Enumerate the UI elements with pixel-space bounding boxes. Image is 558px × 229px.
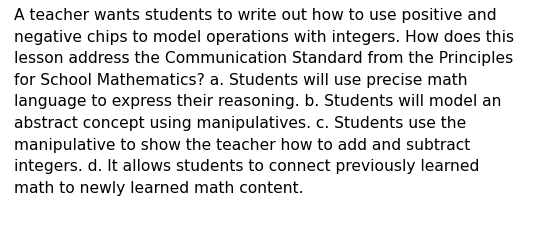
Text: A teacher wants students to write out how to use positive and
negative chips to : A teacher wants students to write out ho… [14, 8, 514, 195]
